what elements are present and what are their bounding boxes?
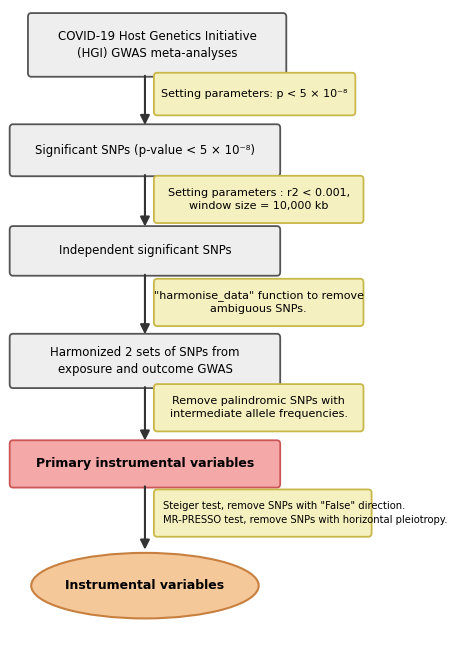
FancyBboxPatch shape [154,73,356,116]
Text: Harmonized 2 sets of SNPs from
exposure and outcome GWAS: Harmonized 2 sets of SNPs from exposure … [50,346,240,376]
Text: Primary instrumental variables: Primary instrumental variables [36,457,254,471]
Text: COVID-19 Host Genetics Initiative
(HGI) GWAS meta-analyses: COVID-19 Host Genetics Initiative (HGI) … [58,30,256,60]
FancyBboxPatch shape [154,279,364,326]
FancyBboxPatch shape [9,334,280,388]
Text: "harmonise_data" function to remove
ambiguous SNPs.: "harmonise_data" function to remove ambi… [154,290,364,315]
Ellipse shape [31,553,259,619]
Text: Independent significant SNPs: Independent significant SNPs [59,245,231,257]
FancyBboxPatch shape [154,176,364,223]
FancyBboxPatch shape [9,226,280,276]
Text: Significant SNPs (p-value < 5 × 10⁻⁸): Significant SNPs (p-value < 5 × 10⁻⁸) [35,143,255,157]
FancyBboxPatch shape [9,440,280,488]
Text: Remove palindromic SNPs with
intermediate allele frequencies.: Remove palindromic SNPs with intermediat… [170,396,347,419]
FancyBboxPatch shape [28,13,286,77]
FancyBboxPatch shape [154,489,372,537]
FancyBboxPatch shape [154,384,364,432]
Text: Setting parameters : r2 < 0.001,
window size = 10,000 kb: Setting parameters : r2 < 0.001, window … [168,188,350,211]
Text: Steiger test, remove SNPs with "False" direction.
MR-PRESSO test, remove SNPs wi: Steiger test, remove SNPs with "False" d… [163,502,448,525]
Text: Setting parameters: p < 5 × 10⁻⁸: Setting parameters: p < 5 × 10⁻⁸ [162,89,348,99]
Text: Instrumental variables: Instrumental variables [65,579,225,592]
FancyBboxPatch shape [9,124,280,176]
